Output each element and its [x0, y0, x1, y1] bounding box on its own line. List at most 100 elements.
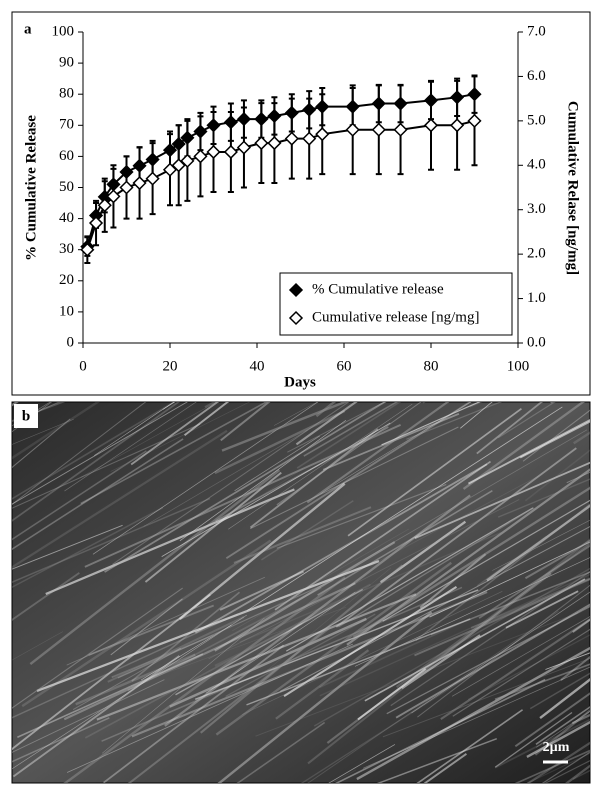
fiber [220, 402, 271, 442]
fiber [419, 553, 487, 609]
fiber [536, 710, 590, 748]
fiber [430, 571, 590, 636]
fiber [101, 586, 463, 742]
y2-tick-label: 0.0 [527, 334, 546, 350]
fiber [524, 539, 590, 580]
marker [80, 242, 95, 257]
fiber [236, 721, 326, 783]
fiber [307, 538, 590, 765]
fiber [395, 603, 590, 719]
fiber [319, 618, 471, 689]
marker [223, 144, 238, 160]
y-tick-label: 60 [59, 148, 74, 164]
fiber [275, 649, 370, 720]
fiber [12, 402, 180, 522]
fiber [161, 422, 391, 557]
x-tick-label: 60 [337, 358, 352, 374]
fiber [283, 586, 458, 698]
fiber [66, 643, 353, 773]
fiber [529, 672, 590, 710]
fiber [12, 506, 164, 589]
legend-marker [288, 282, 304, 298]
fiber [96, 593, 417, 721]
fiber [72, 647, 181, 710]
fiber [497, 402, 556, 439]
y-tick-label: 50 [59, 179, 74, 195]
fiber [494, 711, 573, 768]
fiber [66, 576, 266, 666]
marker [393, 122, 408, 137]
fiber [589, 485, 590, 487]
fiber [279, 526, 590, 692]
fiber [179, 419, 347, 542]
fiber [228, 403, 413, 530]
fiber [12, 402, 176, 500]
marker [106, 189, 121, 204]
fiber [401, 634, 481, 690]
fiber [63, 582, 356, 721]
fiber [131, 591, 241, 682]
fiber [21, 539, 272, 708]
y2-tick-label: 5.0 [527, 112, 546, 128]
fiber [12, 655, 180, 778]
fiber [12, 587, 183, 709]
fiber [84, 423, 401, 568]
fiber [414, 461, 590, 540]
x-tick-label: 40 [250, 358, 265, 374]
y-tick-label: 20 [59, 272, 74, 288]
fiber [215, 561, 452, 736]
fiber [88, 604, 215, 656]
fiber [494, 718, 590, 769]
y-tick-label: 40 [59, 210, 74, 226]
marker [371, 122, 386, 137]
fiber [214, 541, 396, 652]
fiber [208, 499, 520, 660]
fiber [261, 500, 354, 561]
fiber [335, 447, 577, 628]
fiber [225, 613, 376, 697]
fiber [12, 438, 184, 551]
fiber [534, 709, 590, 756]
fiber [233, 506, 372, 564]
fiber [94, 402, 175, 456]
x-tick-label: 20 [163, 358, 178, 374]
fiber [380, 520, 467, 584]
fiber [396, 542, 590, 689]
fiber [12, 402, 147, 506]
fiber [364, 578, 586, 702]
marker [345, 122, 360, 137]
fiber [300, 669, 480, 783]
fiber [12, 402, 100, 460]
fiber [328, 744, 396, 783]
fiber [194, 463, 488, 634]
fiber [112, 402, 350, 565]
y-tick-label: 30 [59, 241, 74, 257]
y2-tick-label: 1.0 [527, 290, 546, 306]
fiber [219, 570, 305, 611]
fiber [12, 429, 228, 569]
fiber [12, 593, 211, 751]
fiber [476, 402, 543, 455]
fiber [414, 578, 590, 657]
fiber [335, 678, 546, 783]
fiber [452, 628, 590, 717]
fiber [247, 406, 563, 611]
fiber [80, 402, 268, 505]
fiber [110, 402, 250, 472]
fiber [217, 611, 433, 783]
fiber [313, 567, 590, 727]
fiber [110, 598, 183, 656]
fiber [12, 497, 211, 583]
marker [193, 149, 208, 164]
y-tick-label: 10 [59, 303, 74, 319]
fiber [535, 706, 590, 745]
fiber [423, 753, 467, 783]
fiber [276, 402, 422, 506]
y2-tick-label: 6.0 [527, 68, 546, 84]
fiber [12, 614, 248, 770]
fiber [331, 769, 357, 783]
fiber [92, 402, 319, 555]
fiber [354, 557, 590, 667]
marker [284, 131, 299, 146]
fiber [200, 564, 404, 734]
